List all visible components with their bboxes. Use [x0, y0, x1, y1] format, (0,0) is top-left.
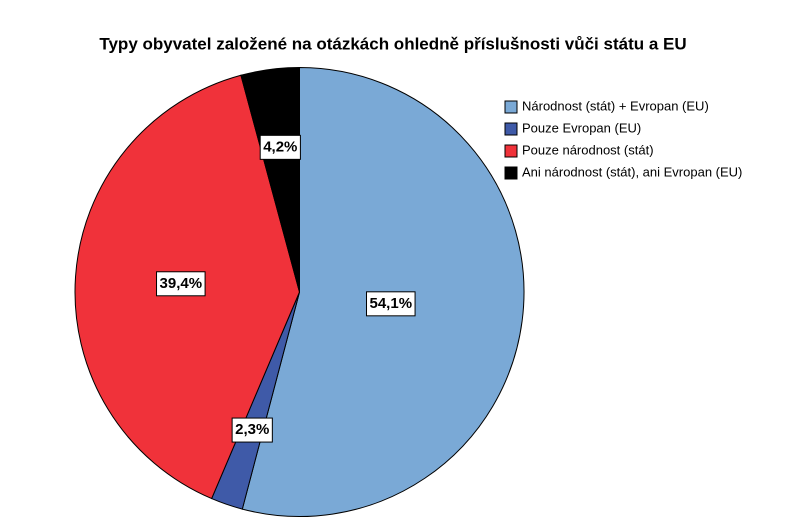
value-label: 4,2% [263, 138, 297, 155]
legend-label: Národnost (stát) + Evropan (EU) [522, 98, 709, 113]
pie-slice [240, 66, 300, 293]
legend-label: Pouze Evropan (EU) [522, 120, 641, 135]
legend-label: Pouze národnost (stát) [522, 142, 654, 157]
legend-swatch [504, 144, 518, 158]
legend-label: Ani národnost (stát), ani Evropan (EU) [522, 164, 742, 179]
value-label: 54,1% [370, 295, 413, 312]
value-label-box [156, 271, 206, 297]
legend-swatch [504, 166, 518, 180]
value-label-box [259, 134, 301, 160]
value-label-box [231, 417, 273, 443]
value-label-box [366, 291, 416, 317]
chart-title: Typy obyvatel založené na otázkách ohled… [99, 34, 686, 53]
value-label: 2,3% [235, 421, 269, 438]
value-label: 39,4% [160, 275, 203, 292]
legend-swatch [504, 122, 518, 136]
legend-swatch [504, 100, 518, 114]
